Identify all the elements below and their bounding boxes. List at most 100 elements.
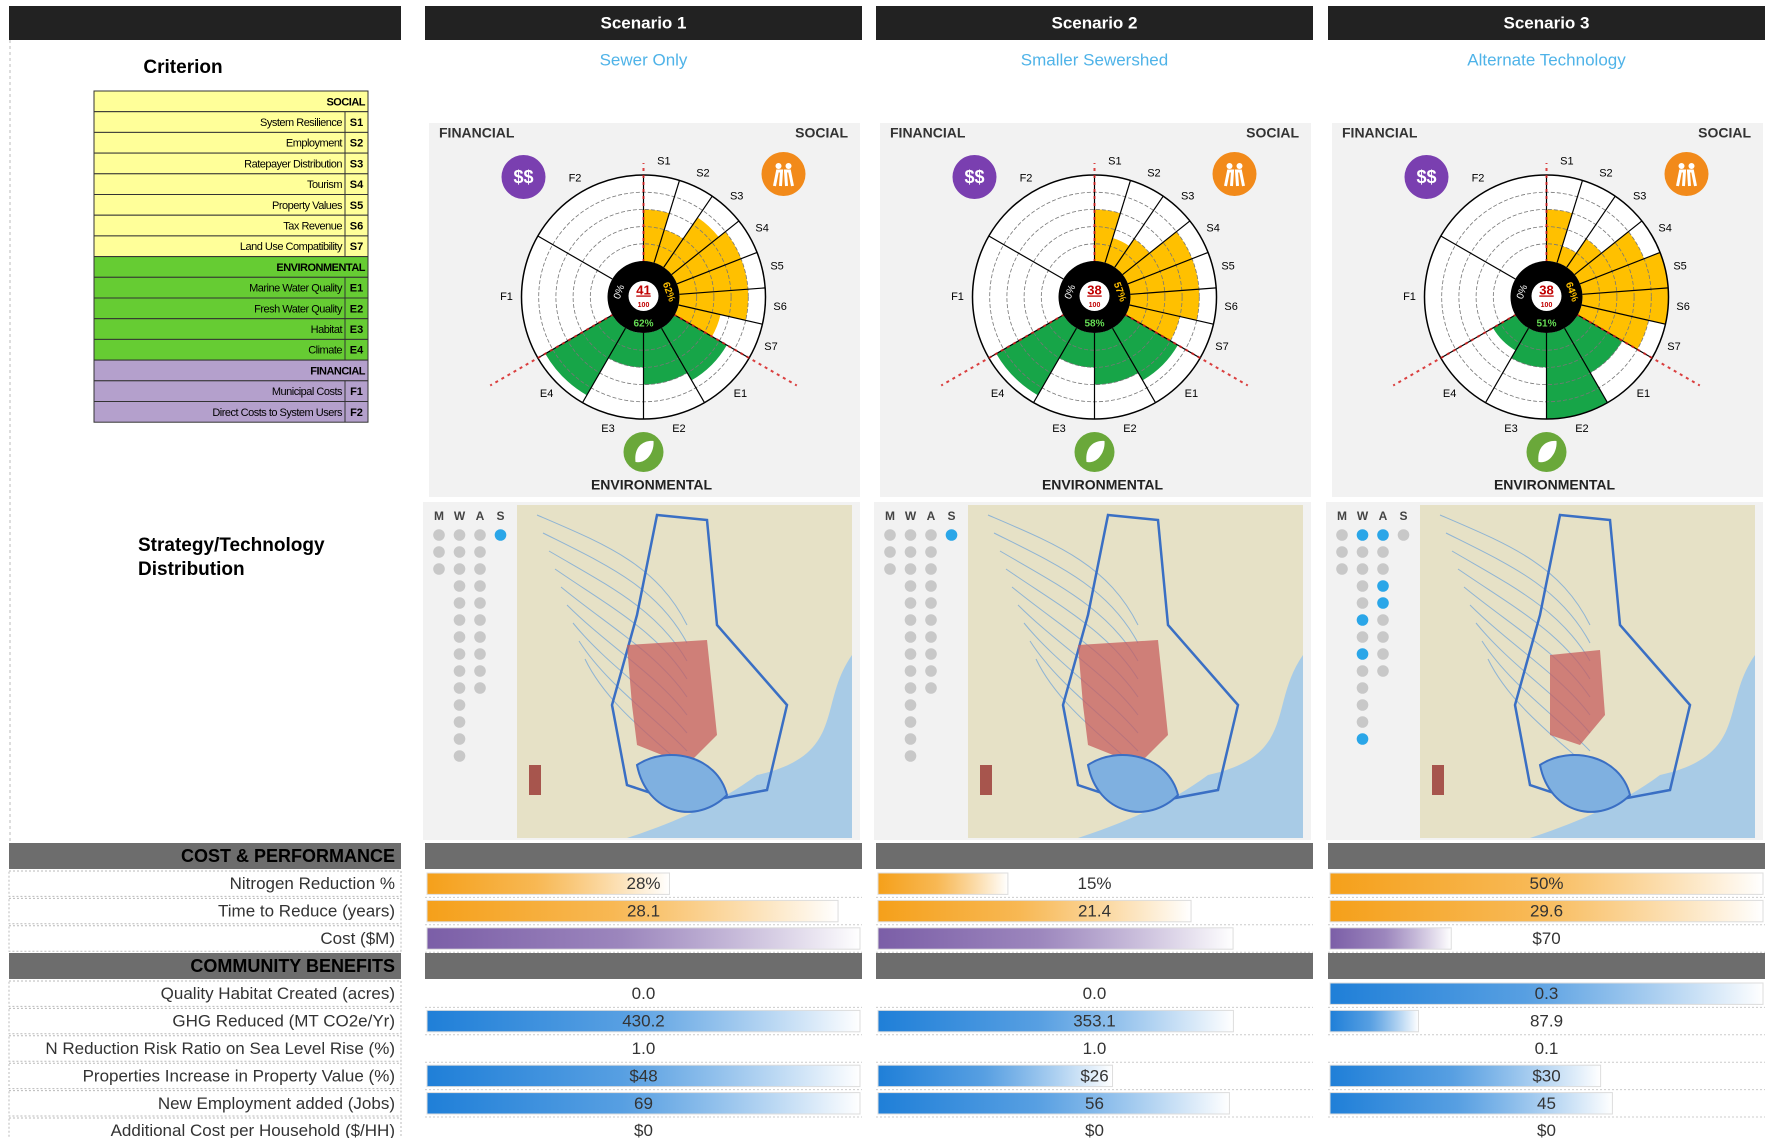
strategy-dot [1357,563,1369,575]
radar-axis-label: E2 [672,423,685,435]
icon-head [1679,163,1685,169]
radar-axis-label: S4 [1658,222,1671,234]
value-label: $0 [1537,1121,1556,1138]
strategy-dot [1357,648,1369,660]
value-label: 56 [1085,1094,1104,1113]
strategy-dot [1377,614,1389,626]
header-bar [9,6,401,40]
dot-column-label: M [885,509,895,523]
criterion-code: S3 [350,158,363,170]
strategy-dot [1357,580,1369,592]
dashboard: Scenario 1Sewer OnlyScenario 2Smaller Se… [0,0,1787,1138]
radar-axis-label: E1 [734,388,747,400]
strategy-dot [1357,716,1369,728]
section-header [1328,843,1765,869]
social-label: SOCIAL [1698,125,1751,141]
criterion-code: S1 [350,117,363,129]
radar-axis-label: S3 [1181,190,1194,202]
criterion-label: Direct Costs to System Users [212,407,343,419]
radar-axis-label: E4 [991,388,1004,400]
value-label: $0 [634,1121,653,1138]
map-treated-area [1078,640,1168,765]
strategy-dot [454,546,466,558]
strategy-dot [454,614,466,626]
financial-icon-text: $$ [1416,167,1436,187]
strategy-dot [905,614,917,626]
criterion-code: F1 [350,386,363,398]
dot-column-label: M [1337,509,1347,523]
social-label: SOCIAL [795,125,848,141]
icon-head [786,163,792,169]
strategy-dot [454,648,466,660]
criterion-label: System Resilience [260,117,342,129]
value-label: 430.2 [622,1012,665,1031]
strategy-dot [474,563,486,575]
radar-axis-label: S4 [755,222,768,234]
scenario-header: Scenario 1 [601,13,687,32]
criterion-label: Employment [286,138,343,150]
section-title: COST & PERFORMANCE [181,846,395,866]
strategy-dot [495,529,507,541]
strategy-dot [905,750,917,762]
strategy-dot [433,529,445,541]
score-max: 100 [1541,302,1553,309]
map-legend [1432,765,1444,795]
value-label: 1.0 [632,1039,656,1058]
criterion-label: Property Values [272,200,343,212]
radar-axis-label: S7 [1215,341,1228,353]
strategy-dot [474,546,486,558]
value-label: 50% [1529,874,1563,893]
strategy-dot [905,648,917,660]
value-label: 29.6 [1530,902,1563,921]
criterion-label: Climate [308,345,342,357]
criterion-code: E1 [350,283,363,295]
strategy-dot [1357,733,1369,745]
criterion-group-name: FINANCIAL [310,365,366,377]
strategy-dot [884,529,896,541]
strategy-dot [474,631,486,643]
criterion-code: E3 [350,324,363,336]
icon-head [1237,163,1243,169]
social-icon [762,152,806,196]
strategy-dot [905,546,917,558]
strategy-dot [925,529,937,541]
map-treated-area [627,640,717,765]
scenario-name: Sewer Only [600,50,688,69]
criterion-code: S2 [350,138,363,150]
strategy-dot [1377,546,1389,558]
radar-axis-label: S5 [1221,260,1234,272]
radar-axis-label: S6 [1676,301,1689,313]
strategy-dot [1357,529,1369,541]
strategy-dot [1357,631,1369,643]
strategy-dot [474,614,486,626]
distribution-title: Strategy/Technology [138,535,325,556]
strategy-dot [946,529,958,541]
value-label: 45 [1537,1094,1556,1113]
strategy-dot [905,682,917,694]
dot-column-label: W [905,509,917,523]
row-label: Quality Habitat Created (acres) [161,984,395,1003]
criterion-label: Marine Water Quality [249,283,343,295]
dot-column-label: W [454,509,466,523]
radar-axis-label: S1 [657,155,670,167]
criterion-code: E4 [350,345,364,357]
strategy-dot [905,563,917,575]
strategy-dot [925,546,937,558]
strategy-dot [925,563,937,575]
scenario-header: Scenario 2 [1052,13,1138,32]
radar-axis-label: S1 [1560,155,1573,167]
strategy-dot [454,631,466,643]
criterion-code: S5 [350,200,363,212]
social-icon [1665,152,1709,196]
value-label: $30 [1532,1066,1560,1085]
criterion-group-name: ENVIRONMENTAL [276,262,365,274]
row-label: Cost ($M) [320,929,395,948]
criterion-label: Tax Revenue [283,220,342,232]
dot-column-label: S [1399,509,1407,523]
radar-axis-label: S7 [764,341,777,353]
icon-head [1689,163,1695,169]
strategy-dot [1357,597,1369,609]
radar-axis-label: S1 [1108,155,1121,167]
section-header [876,953,1313,979]
dot-column-label: A [1379,509,1388,523]
